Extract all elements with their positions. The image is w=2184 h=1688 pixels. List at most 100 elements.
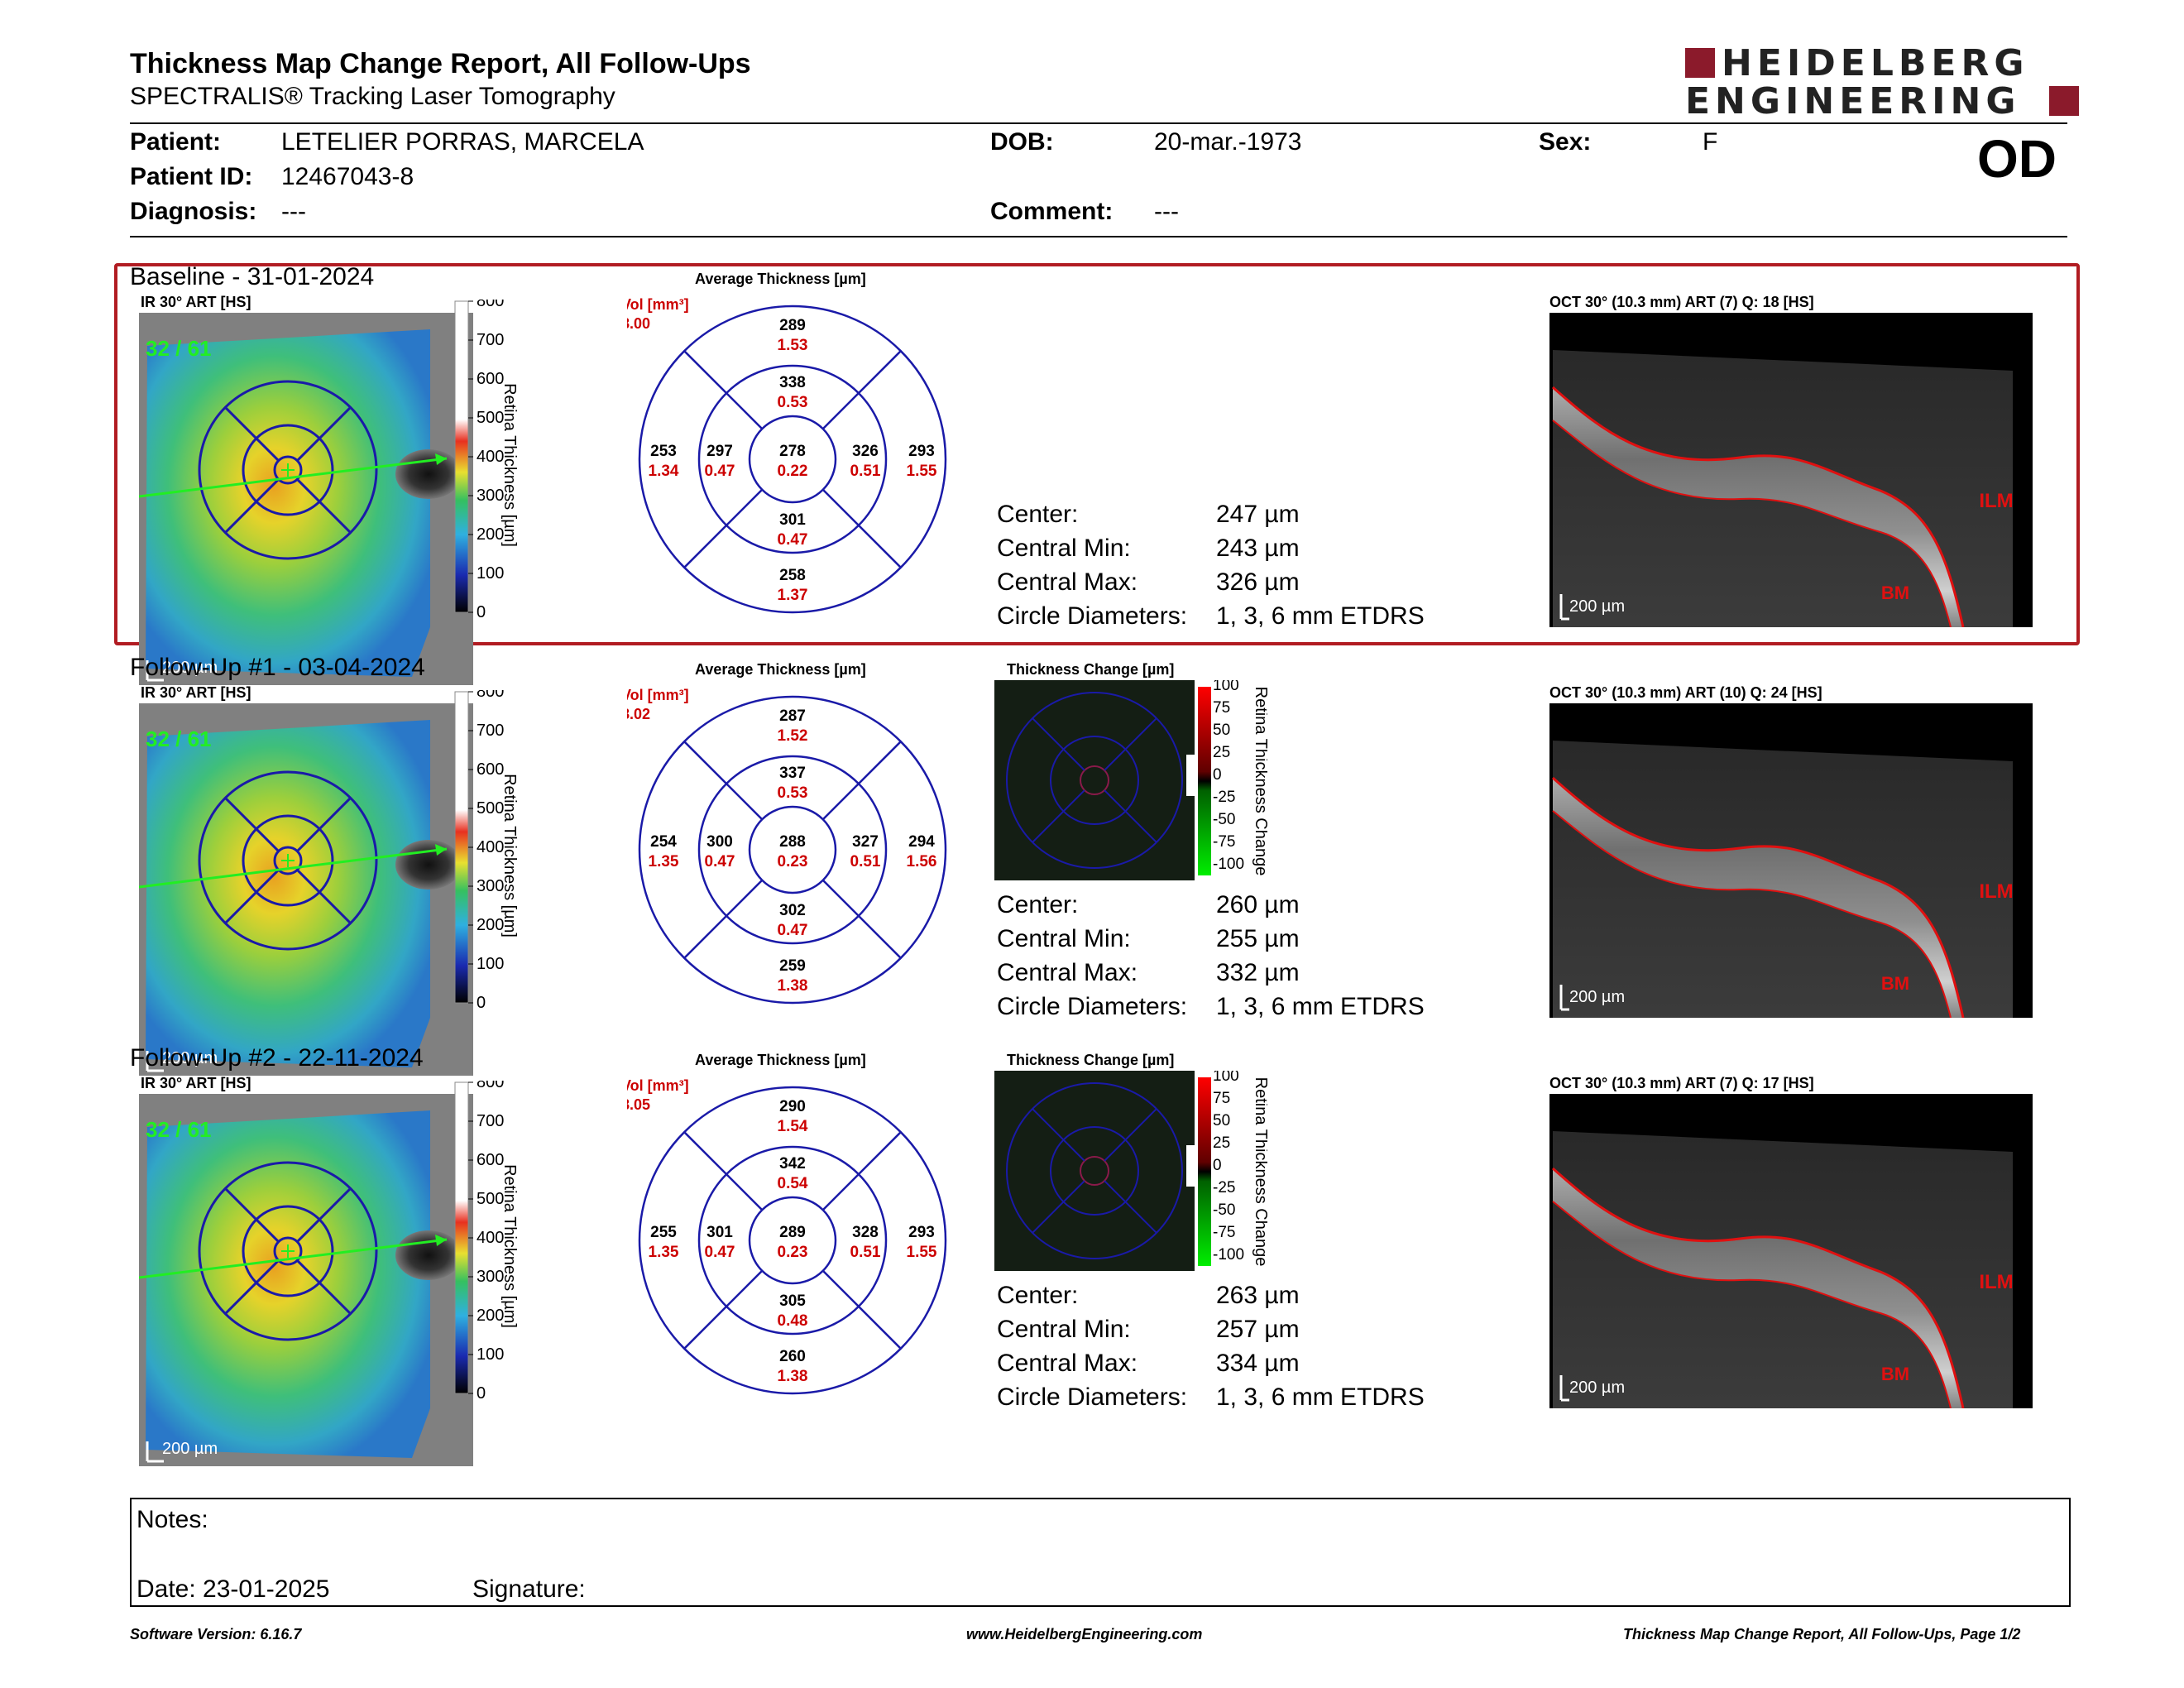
grid-thickness-inner-left: 301 [706, 1224, 733, 1241]
ilm-segmentation-line [1552, 386, 1965, 627]
comment-label: Comment: [990, 198, 1114, 225]
grid-volume-outer-left: 1.34 [649, 463, 679, 480]
patient-id-label: Patient ID: [130, 163, 253, 190]
change-spoke [1032, 717, 1085, 771]
colorbar-tick-label: 200 [477, 1307, 504, 1325]
change-spoke [1104, 789, 1157, 843]
colorbar-tick-label: 800 [477, 690, 504, 701]
grid-volume-inner-left: 0.47 [705, 853, 735, 870]
circle-diameters-label: Circle Diameters: [997, 602, 1188, 630]
center-label: Center: [997, 501, 1079, 528]
colorbar-tick-label: 700 [477, 1112, 504, 1130]
grid-volume-inner-top: 0.53 [778, 784, 808, 802]
change-spoke [1104, 717, 1157, 771]
oct-retina-layers [1553, 387, 1963, 627]
etdrs-outer-ring [198, 1161, 378, 1341]
grid-volume-outer-right: 1.55 [907, 463, 937, 480]
change-map-noise [994, 1071, 1195, 1271]
oct-scale-label: 200 µm [1569, 1379, 1625, 1397]
grid-volume-center: 0.23 [778, 853, 808, 870]
scale-label: 200 µm [162, 1440, 218, 1458]
grid-thickness-outer-right: 293 [908, 1224, 935, 1241]
change-tick-label: 25 [1213, 744, 1230, 761]
etdrs-spoke [296, 478, 352, 534]
oct-retina-layers [1553, 778, 1963, 1018]
bm-segmentation-line [1552, 420, 1952, 627]
colorbar-axis-label: Retina Thickness [µm] [500, 774, 519, 938]
grid-spoke [821, 350, 902, 430]
change-tick-label: -100 [1213, 1246, 1244, 1264]
circle-diameters-value: 1, 3, 6 mm ETDRS [1216, 993, 1425, 1020]
colorbar-axis-label: Retina Thickness [µm] [500, 383, 519, 547]
grid-volume-inner-top: 0.54 [778, 1175, 808, 1192]
vol-value: 8.02 [627, 706, 650, 722]
grid-thickness-center: 289 [779, 1224, 806, 1241]
diagnosis-label: Diagnosis: [130, 198, 257, 225]
etdrs-spoke [224, 869, 280, 924]
grid-volume-inner-right: 0.51 [850, 853, 881, 870]
ilm-segmentation-line [1552, 1167, 1965, 1408]
grid-center-circle [748, 805, 837, 894]
change-tick-label: 50 [1213, 722, 1230, 739]
etdrs-thickness-grid: Vol [mm³] 8.00 278 0.22 338 0.53 301 0.47 297 0.4… [627, 296, 947, 614]
vol-value: 8.05 [627, 1096, 650, 1113]
grid-thickness-inner-left: 300 [706, 833, 733, 851]
colorbar-gradient [454, 691, 469, 1004]
notes-box[interactable]: Notes: Date: 23-01-2025 Signature: [130, 1498, 2071, 1607]
etdrs-spoke [224, 1259, 280, 1315]
vol-label: Vol [mm³] [627, 1077, 689, 1094]
oct-label: OCT 30° (10.3 mm) ART (10) Q: 24 [HS] [1549, 684, 1822, 701]
logo-line1: HEIDELBERG [1722, 42, 2029, 84]
change-center-ring [1080, 1156, 1109, 1186]
oct-label: OCT 30° (10.3 mm) ART (7) Q: 18 [HS] [1549, 294, 1814, 310]
change-map-noise [994, 680, 1195, 880]
grid-thickness-inner-right: 327 [852, 833, 879, 851]
grid-volume-center: 0.22 [778, 463, 808, 480]
colorbar-tick-label: 400 [477, 448, 504, 466]
colorbar-tick-label: 600 [477, 370, 504, 388]
grid-thickness-outer-top: 290 [779, 1098, 806, 1115]
colorbar-tick-label: 500 [477, 799, 504, 818]
colorbar-tick-label: 0 [477, 603, 486, 621]
optic-disc [395, 840, 462, 890]
change-center-ring [1080, 765, 1109, 795]
notes-label: Notes: [136, 1506, 208, 1533]
change-tick-label: -100 [1213, 856, 1244, 873]
colorbar-tick-label: 200 [477, 916, 504, 934]
central-min-label: Central Min: [997, 1316, 1131, 1343]
change-tick-label: 0 [1213, 766, 1222, 784]
grid-outer-circle [638, 1086, 947, 1395]
colorbar-tick-label: 800 [477, 300, 504, 310]
fundus-thickness-map: 32 / 61 200 µm [139, 1094, 473, 1466]
scan-line [139, 847, 448, 889]
etdrs-spoke [224, 1187, 280, 1243]
grid-thickness-outer-right: 294 [908, 833, 935, 851]
change-spoke [1104, 1180, 1157, 1234]
etdrs-outer-ring [198, 380, 378, 560]
colorbar-tick-label: 500 [477, 1190, 504, 1208]
footer-url[interactable]: www.HeidelbergEngineering.com [966, 1626, 1203, 1642]
ilm-segmentation-line [1552, 776, 1965, 1018]
thickness-change-title: Thickness Change [µm] [1007, 1052, 1175, 1068]
change-tick-label: 100 [1213, 1071, 1239, 1085]
grid-volume-inner-right: 0.51 [850, 463, 881, 480]
central-min-label: Central Min: [997, 535, 1131, 562]
grid-spoke [821, 1269, 902, 1350]
grid-thickness-outer-bottom: 260 [779, 1348, 806, 1365]
scan-line [139, 457, 448, 498]
etdrs-spoke [296, 1259, 352, 1315]
change-colorbar-label: Retina Thickness Change [1252, 1077, 1267, 1267]
vol-label: Vol [mm³] [627, 687, 689, 703]
grid-thickness-outer-bottom: 259 [779, 957, 806, 975]
grid-volume-inner-top: 0.53 [778, 394, 808, 411]
oct-label: OCT 30° (10.3 mm) ART (7) Q: 17 [HS] [1549, 1075, 1814, 1091]
avg-thickness-title: Average Thickness [µm] [695, 1052, 866, 1068]
grid-thickness-outer-left: 253 [650, 443, 677, 460]
change-middle-ring [1050, 1126, 1139, 1216]
etdrs-outer-ring [198, 770, 378, 951]
date-label: Date: 23-01-2025 [136, 1575, 330, 1603]
central-min-label: Central Min: [997, 925, 1131, 952]
change-spoke [1032, 1180, 1085, 1234]
frame-counter: 32 / 61 [146, 1117, 212, 1142]
grid-middle-circle [697, 1145, 888, 1336]
